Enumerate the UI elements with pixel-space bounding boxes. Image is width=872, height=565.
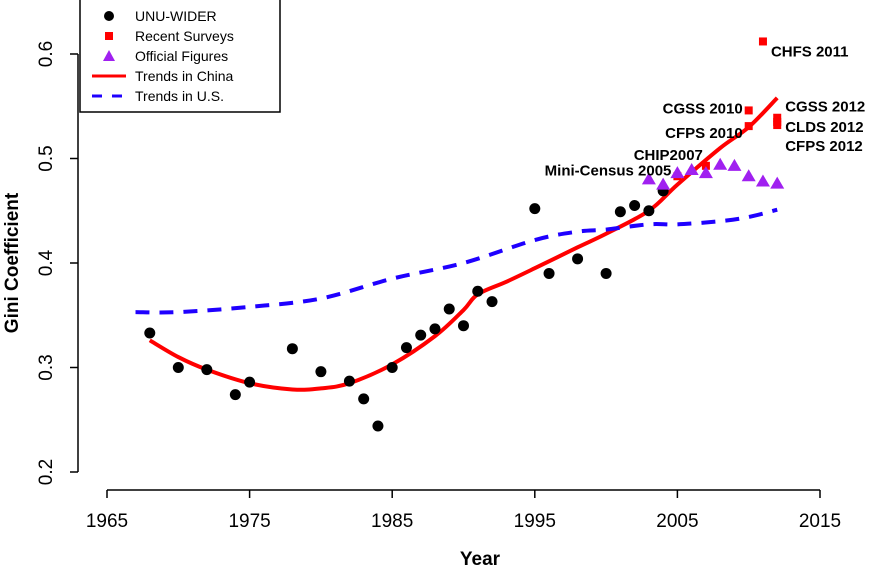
survey-label: CHFS 2011 — [771, 43, 849, 60]
x-tick-label: 2015 — [799, 511, 841, 532]
unu-wider-point — [400, 342, 412, 354]
unu-wider-point — [386, 362, 398, 373]
unu-wider-point — [543, 267, 555, 279]
recent-survey-point — [701, 161, 710, 170]
legend-label: Trends in China — [135, 68, 234, 84]
official-figure-point — [684, 162, 699, 175]
unu-wider-point — [244, 376, 256, 388]
legend-swatch — [105, 32, 113, 40]
unu-wider-point — [572, 253, 584, 265]
unu-wider-point — [315, 366, 327, 378]
x-tick-label: 2005 — [656, 511, 698, 532]
official-figure-point — [713, 157, 728, 170]
unu-wider-point — [643, 205, 655, 217]
survey-label: CFPS 2012 — [785, 138, 863, 155]
unu-wider-point — [600, 267, 612, 279]
unu-wider-point — [629, 200, 641, 212]
unu-wider-point — [229, 389, 241, 401]
recent-survey-point — [773, 113, 782, 122]
legend-label: UNU-WIDER — [135, 8, 217, 24]
unu-wider-point — [372, 420, 384, 432]
unu-wider-point — [429, 323, 441, 335]
unu-wider-point — [358, 393, 370, 405]
official-figure-point — [670, 166, 685, 179]
official-figure-point — [770, 176, 785, 189]
y-tick-label: 0.2 — [36, 459, 57, 485]
y-tick-label: 0.3 — [36, 354, 57, 380]
y-tick-label: 0.6 — [36, 41, 57, 67]
legend-box — [79, 0, 281, 113]
survey-label: CGSS 2012 — [785, 99, 865, 116]
us-trend-line — [135, 207, 778, 315]
recent-survey-point — [744, 106, 753, 115]
survey-label: CGSS 2010 — [663, 100, 743, 117]
y-tick-label: 0.5 — [36, 145, 57, 171]
recent-survey-point — [758, 37, 767, 46]
legend-swatch — [104, 11, 114, 21]
legend-label: Recent Surveys — [135, 28, 234, 44]
unu-wider-point — [415, 329, 427, 341]
unu-wider-point — [172, 362, 184, 373]
recent-survey-point — [773, 121, 782, 130]
survey-label: CLDS 2012 — [785, 119, 863, 136]
official-figure-point — [641, 172, 656, 185]
official-figure-point — [656, 177, 671, 190]
x-tick-label: 1985 — [371, 511, 413, 532]
unu-wider-point — [144, 327, 156, 339]
survey-label: CHIP2007 — [634, 147, 703, 164]
official-figure-point — [755, 174, 770, 187]
survey-label: Mini-Census 2005 — [545, 162, 672, 179]
survey-label: CFPS 2010 — [665, 125, 743, 142]
official-figure-point — [741, 169, 756, 182]
y-tick-label: 0.4 — [36, 249, 57, 276]
y-axis-title: Gini Coefficient — [2, 192, 23, 333]
legend-label: Trends in U.S. — [135, 88, 224, 104]
official-figure-point — [727, 158, 742, 171]
recent-survey-point — [744, 122, 753, 131]
unu-wider-point — [614, 206, 626, 218]
x-tick-label: 1995 — [514, 511, 556, 532]
x-axis-title: Year — [460, 549, 501, 565]
unu-wider-point — [486, 296, 498, 308]
official-figure-point — [698, 166, 713, 179]
unu-wider-point — [458, 320, 469, 332]
x-tick-label: 1975 — [228, 511, 270, 532]
unu-wider-point — [201, 364, 213, 376]
unu-wider-point — [286, 343, 298, 355]
unu-wider-point — [343, 375, 355, 387]
unu-wider-point — [443, 303, 455, 315]
legend-label: Official Figures — [135, 48, 228, 64]
unu-wider-point — [529, 203, 541, 215]
x-tick-label: 1965 — [86, 511, 128, 532]
unu-wider-point — [472, 285, 484, 297]
legend-swatch — [103, 50, 115, 61]
